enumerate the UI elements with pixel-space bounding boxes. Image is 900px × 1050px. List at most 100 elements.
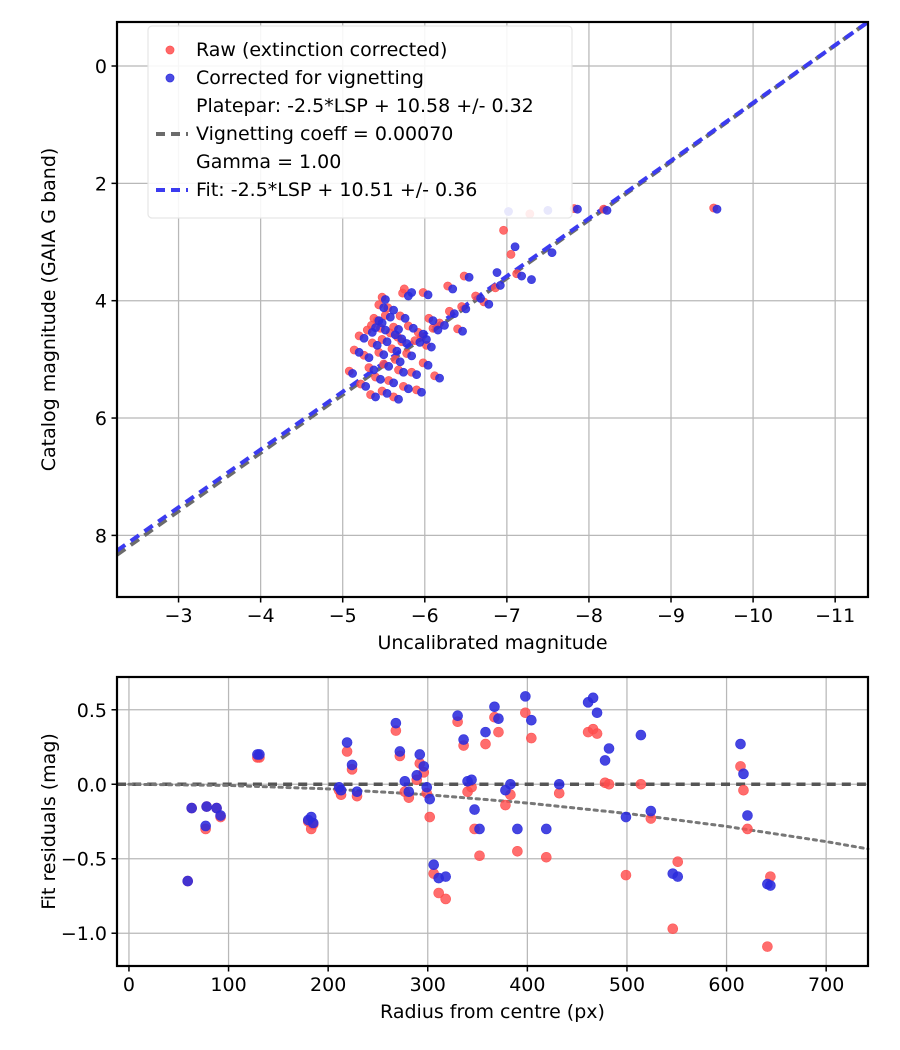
legend-entry-label: Corrected for vignetting (196, 67, 424, 89)
data-point (364, 353, 374, 363)
data-point (553, 787, 565, 799)
data-point (620, 869, 632, 881)
data-point (499, 225, 508, 235)
data-point (201, 801, 212, 812)
y-tick-label: 0 (95, 56, 107, 78)
data-point (376, 374, 385, 384)
data-point (512, 823, 523, 835)
data-point (361, 381, 371, 391)
legend-entry-label: Raw (extinction corrected) (196, 39, 447, 61)
residuals-reference-lines (117, 782, 870, 851)
data-point (424, 793, 436, 805)
axes-frame (115, 675, 870, 968)
data-point (402, 339, 412, 348)
data-point (603, 778, 615, 790)
data-point (672, 871, 684, 882)
data-point (480, 738, 491, 750)
data-point (474, 823, 485, 835)
data-point (495, 281, 505, 290)
data-point (399, 367, 408, 377)
data-point (540, 851, 552, 863)
data-point (380, 325, 390, 335)
data-point (367, 327, 377, 337)
data-point (385, 312, 395, 322)
data-point (417, 387, 426, 397)
residuals-axis-frame (115, 675, 870, 968)
data-point (399, 284, 409, 294)
data-point (510, 242, 520, 252)
data-point (738, 784, 749, 796)
data-point (424, 811, 436, 823)
data-point (421, 781, 433, 793)
data-point (422, 335, 431, 344)
x-tick-label: 700 (808, 974, 844, 996)
data-point (553, 778, 565, 790)
data-point (742, 823, 753, 835)
calibration-legend[interactable]: Raw (extinction corrected) Corrected for … (147, 25, 573, 219)
data-point (520, 691, 531, 702)
legend-frame[interactable] (147, 25, 573, 219)
x-tick-label: 0 (123, 974, 135, 996)
data-point (407, 351, 417, 361)
data-point (200, 820, 211, 832)
data-point (476, 293, 485, 303)
data-point (493, 713, 504, 725)
data-point (371, 392, 380, 402)
data-point (369, 365, 379, 375)
data-point (390, 330, 400, 340)
data-point (526, 732, 537, 744)
x-tick-label: −5 (329, 605, 357, 627)
data-point (426, 342, 436, 352)
data-point (591, 707, 603, 719)
x-tick-label: −7 (493, 605, 521, 627)
x-tick-label: 400 (509, 974, 545, 996)
data-point (587, 692, 599, 704)
data-point (667, 923, 679, 935)
y-tick-label: 8 (95, 525, 107, 547)
x-tick-label: −3 (165, 605, 193, 627)
data-point (526, 714, 537, 726)
data-point (384, 362, 394, 371)
y-tick-label: 6 (95, 408, 107, 430)
residuals-corrected-points (182, 691, 776, 891)
data-point (418, 761, 430, 772)
data-point (411, 770, 423, 781)
data-point (440, 320, 449, 330)
data-point (394, 394, 403, 404)
data-point (452, 710, 463, 722)
calibration-axes: −3 −4 −5 −6 −7 −8 −9 −10 −11 0 2 4 6 8 Uncalibrated m… (38, 20, 870, 654)
data-point (335, 784, 347, 796)
residuals-axes: 0 100 200 300 400 500 600 700 0.5 0.0 −0.5 −1.0 Rad… (38, 675, 870, 1023)
data-point (762, 941, 773, 952)
data-point (377, 318, 387, 328)
data-point (407, 288, 417, 297)
y-tick-label: 4 (95, 291, 107, 313)
x-tick-label: 500 (609, 974, 645, 996)
x-tick-label: −11 (815, 605, 855, 627)
data-point (390, 717, 402, 729)
data-point (348, 369, 357, 378)
data-point (520, 707, 531, 719)
data-point (399, 775, 411, 787)
data-point (505, 778, 516, 790)
data-point (394, 746, 406, 757)
data-point (433, 887, 445, 899)
data-point (547, 248, 557, 257)
data-point (492, 268, 502, 277)
x-tick-label: 300 (410, 974, 446, 996)
data-point (742, 810, 753, 821)
axes-frame (115, 20, 870, 599)
data-point (440, 893, 451, 905)
data-point (635, 778, 647, 790)
calibration-y-axis-title: Catalog magnitude (GAIA G band) (38, 148, 60, 472)
data-point (389, 305, 398, 315)
data-point (448, 284, 458, 294)
data-point (512, 845, 523, 857)
data-point (403, 384, 413, 394)
x-tick-label: 100 (210, 974, 246, 996)
data-point (341, 746, 353, 757)
residuals-x-axis-title: Radius from centre (px) (380, 1001, 605, 1023)
data-point (712, 204, 722, 214)
data-point (400, 313, 410, 323)
